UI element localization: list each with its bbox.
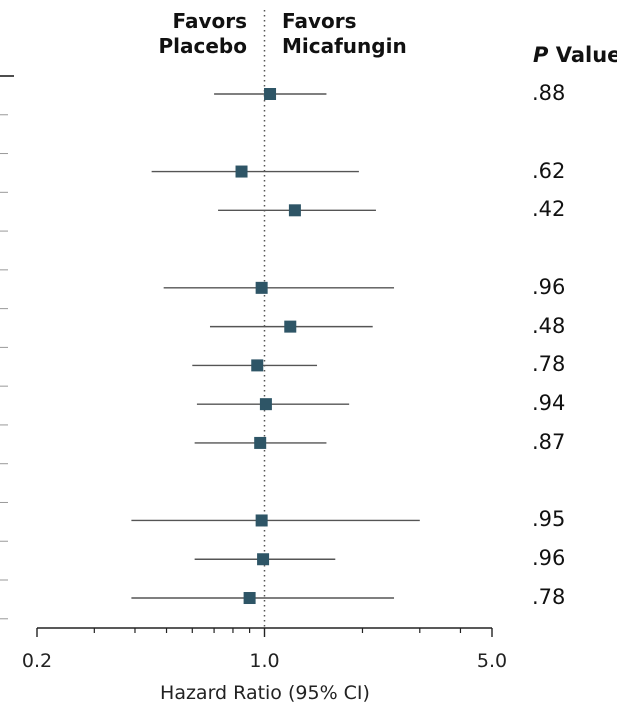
hazard-ratio-marker [251,359,264,372]
p-value: .42 [532,197,566,222]
pvalue-header: P Value [533,43,617,67]
x-tick-label: 1.0 [249,650,279,672]
hazard-ratio-marker [255,514,268,527]
hazard-ratio-marker [257,553,270,566]
p-value: .87 [532,429,566,454]
favors-placebo-line1: Favors [172,9,247,33]
forest-rows [131,88,420,605]
x-tick-label: 5.0 [477,650,507,672]
x-axis-label: Hazard Ratio (95% CI) [160,682,370,704]
left-row-ticks [0,75,14,620]
p-value: .96 [532,546,566,571]
favors-micafungin-line1: Favors [282,9,357,33]
hazard-ratio-marker [284,320,297,333]
p-value: .62 [532,158,566,183]
favors-placebo-line2: Placebo [158,34,248,58]
pvalue-header-rest: Value [548,43,617,67]
p-value: .88 [532,81,566,105]
favors-placebo-label: Favors Placebo [159,9,248,59]
p-value: .94 [532,391,566,416]
x-axis-ticks: 0.2 1.0 5.0 [22,628,507,672]
p-value: .96 [532,274,566,299]
hazard-ratio-marker [243,592,256,605]
hazard-ratio-marker [288,204,301,217]
p-value: .78 [532,352,566,377]
favors-micafungin-line2: Micafungin [282,34,407,58]
hazard-ratio-marker [255,281,268,294]
p-value: .95 [532,507,566,532]
p-value: .48 [532,313,566,338]
x-tick-label: 0.2 [22,650,52,672]
p-value: .78 [532,585,566,609]
hazard-ratio-marker [254,436,267,449]
hazard-ratio-marker [264,88,277,100]
hazard-ratio-marker [235,165,248,178]
pvalue-header-p: P [533,43,549,67]
hazard-ratio-marker [259,398,272,411]
favors-micafungin-label: Favors Micafungin [282,9,407,59]
